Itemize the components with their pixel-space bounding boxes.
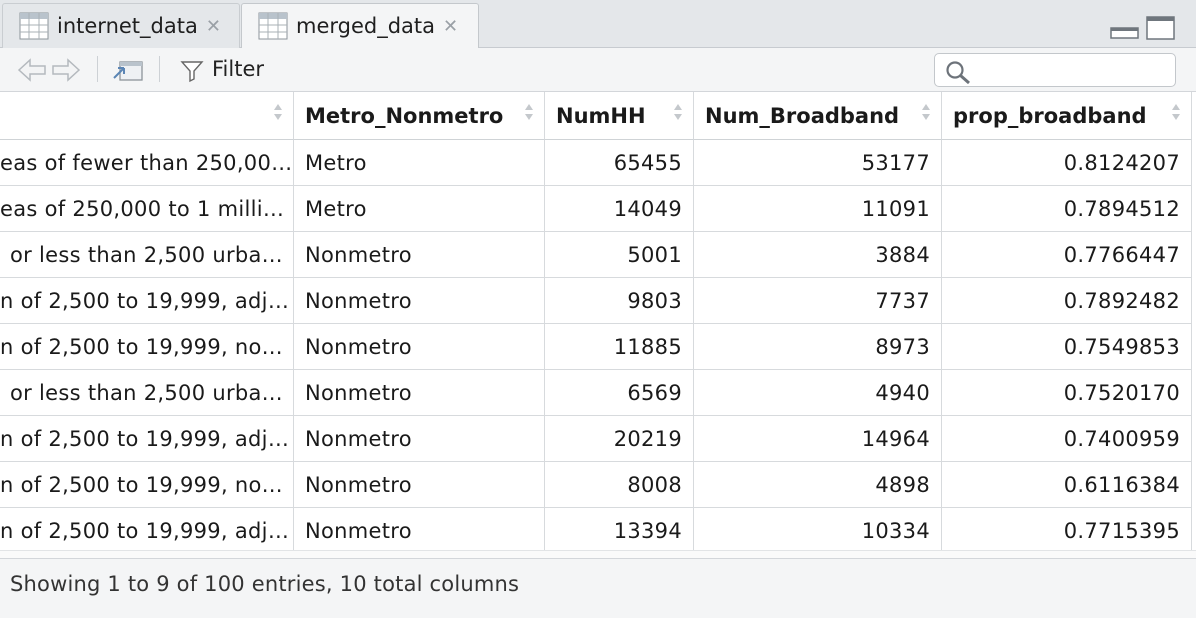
cell-label: n of 2,500 to 19,999, no…: [0, 324, 294, 370]
maximize-pane-icon[interactable]: [1146, 16, 1176, 42]
close-tab-icon[interactable]: ✕: [205, 15, 221, 37]
toolbar: Filter: [0, 48, 1196, 92]
sort-arrows-icon[interactable]: [921, 101, 931, 123]
cell-prop-broadband: 0.7400959: [942, 416, 1192, 462]
tab-label: merged_data: [296, 14, 436, 38]
cell-metro-nonmetro: Metro: [294, 140, 545, 186]
cell-numhh: 13394: [545, 508, 694, 554]
column-header-metro-nonmetro[interactable]: Metro_Nonmetro: [294, 92, 545, 140]
cell-num-broadband: 7737: [694, 278, 942, 324]
toolbar-divider: [159, 56, 160, 82]
cell-numhh: 9803: [545, 278, 694, 324]
cell-label: n of 2,500 to 19,999, adj…: [0, 416, 294, 462]
cell-prop-broadband: 0.7520170: [942, 370, 1192, 416]
back-arrow-icon[interactable]: [16, 56, 48, 84]
cell-num-broadband: 53177: [694, 140, 942, 186]
toolbar-divider: [97, 56, 98, 82]
cell-num-broadband: 3884: [694, 232, 942, 278]
cell-prop-broadband: 0.7892482: [942, 278, 1192, 324]
tab-internet-data[interactable]: internet_data ✕: [2, 3, 240, 48]
cell-label: eas of 250,000 to 1 milli…: [0, 186, 294, 232]
cell-numhh: 8008: [545, 462, 694, 508]
cell-numhh: 6569: [545, 370, 694, 416]
cell-metro-nonmetro: Nonmetro: [294, 462, 545, 508]
cell-metro-nonmetro: Nonmetro: [294, 416, 545, 462]
cell-label: n of 2,500 to 19,999, adj…: [0, 278, 294, 324]
cell-metro-nonmetro: Nonmetro: [294, 324, 545, 370]
popout-window-icon[interactable]: [112, 56, 144, 84]
column-header-numhh[interactable]: NumHH: [545, 92, 694, 140]
status-footer: Showing 1 to 9 of 100 entries, 10 total …: [0, 558, 1196, 618]
sort-arrows-icon[interactable]: [673, 101, 683, 123]
cell-num-broadband: 8973: [694, 324, 942, 370]
cell-num-broadband: 4898: [694, 462, 942, 508]
cell-metro-nonmetro: Nonmetro: [294, 278, 545, 324]
cell-numhh: 20219: [545, 416, 694, 462]
cell-label: eas of fewer than 250,00…: [0, 140, 294, 186]
cell-metro-nonmetro: Metro: [294, 186, 545, 232]
column-header-prop-broadband[interactable]: prop_broadband: [942, 92, 1192, 140]
cell-num-broadband: 10334: [694, 508, 942, 554]
cell-num-broadband: 4940: [694, 370, 942, 416]
close-tab-icon[interactable]: ✕: [443, 15, 459, 37]
table-icon: [19, 12, 49, 40]
cell-label: or less than 2,500 urba…: [0, 232, 294, 278]
cell-prop-broadband: 0.7715395: [942, 508, 1192, 554]
cell-label: n of 2,500 to 19,999, no…: [0, 462, 294, 508]
cell-numhh: 14049: [545, 186, 694, 232]
tab-bar: internet_data ✕ merged_data ✕: [0, 0, 1196, 49]
cell-prop-broadband: 0.7894512: [942, 186, 1192, 232]
tab-label: internet_data: [57, 14, 198, 38]
cell-num-broadband: 11091: [694, 186, 942, 232]
sort-arrows-icon[interactable]: [273, 101, 283, 123]
cell-metro-nonmetro: Nonmetro: [294, 232, 545, 278]
table-icon: [258, 12, 288, 40]
column-header[interactable]: [0, 92, 294, 140]
cell-numhh: 5001: [545, 232, 694, 278]
search-input[interactable]: [934, 53, 1176, 87]
filter-funnel-icon: [180, 61, 204, 83]
cell-numhh: 65455: [545, 140, 694, 186]
cell-prop-broadband: 0.7549853: [942, 324, 1192, 370]
cell-metro-nonmetro: Nonmetro: [294, 508, 545, 554]
cell-prop-broadband: 0.7766447: [942, 232, 1192, 278]
cell-metro-nonmetro: Nonmetro: [294, 370, 545, 416]
cell-label: or less than 2,500 urba…: [0, 370, 294, 416]
forward-arrow-icon[interactable]: [50, 56, 82, 84]
minimize-pane-icon[interactable]: [1110, 16, 1140, 40]
sort-arrows-icon[interactable]: [1171, 101, 1181, 123]
cell-numhh: 11885: [545, 324, 694, 370]
horizontal-scrollbar[interactable]: [0, 550, 1196, 559]
cell-num-broadband: 14964: [694, 416, 942, 462]
filter-label: Filter: [212, 57, 265, 81]
cell-prop-broadband: 0.8124207: [942, 140, 1192, 186]
cell-prop-broadband: 0.6116384: [942, 462, 1192, 508]
search-icon: [946, 61, 970, 84]
sort-arrows-icon[interactable]: [524, 101, 534, 123]
tab-merged-data[interactable]: merged_data ✕: [241, 3, 479, 49]
cell-label: n of 2,500 to 19,999, adj…: [0, 508, 294, 554]
entries-status: Showing 1 to 9 of 100 entries, 10 total …: [10, 572, 520, 596]
column-header-num-broadband[interactable]: Num_Broadband: [694, 92, 942, 140]
